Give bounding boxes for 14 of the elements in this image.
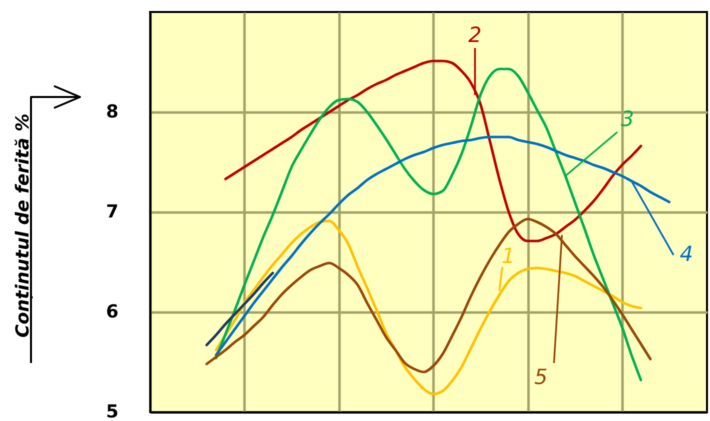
text: 3 xyxy=(620,107,634,131)
series-label: 4 xyxy=(680,242,694,266)
line-series xyxy=(214,220,642,396)
y-tick-label: 8 xyxy=(106,102,118,122)
y-tick-label: 5 xyxy=(106,402,118,421)
line-series xyxy=(205,272,274,346)
line-series xyxy=(224,60,642,242)
y-tick-label: 7 xyxy=(106,202,118,222)
series-label: 2 xyxy=(468,23,482,47)
line-series xyxy=(214,136,671,356)
y-tick-label: 6 xyxy=(106,302,118,322)
y-axis-title: Conținutul de ferită % xyxy=(12,113,34,338)
series-label: 1 xyxy=(502,244,515,268)
text: 5 xyxy=(534,365,548,389)
